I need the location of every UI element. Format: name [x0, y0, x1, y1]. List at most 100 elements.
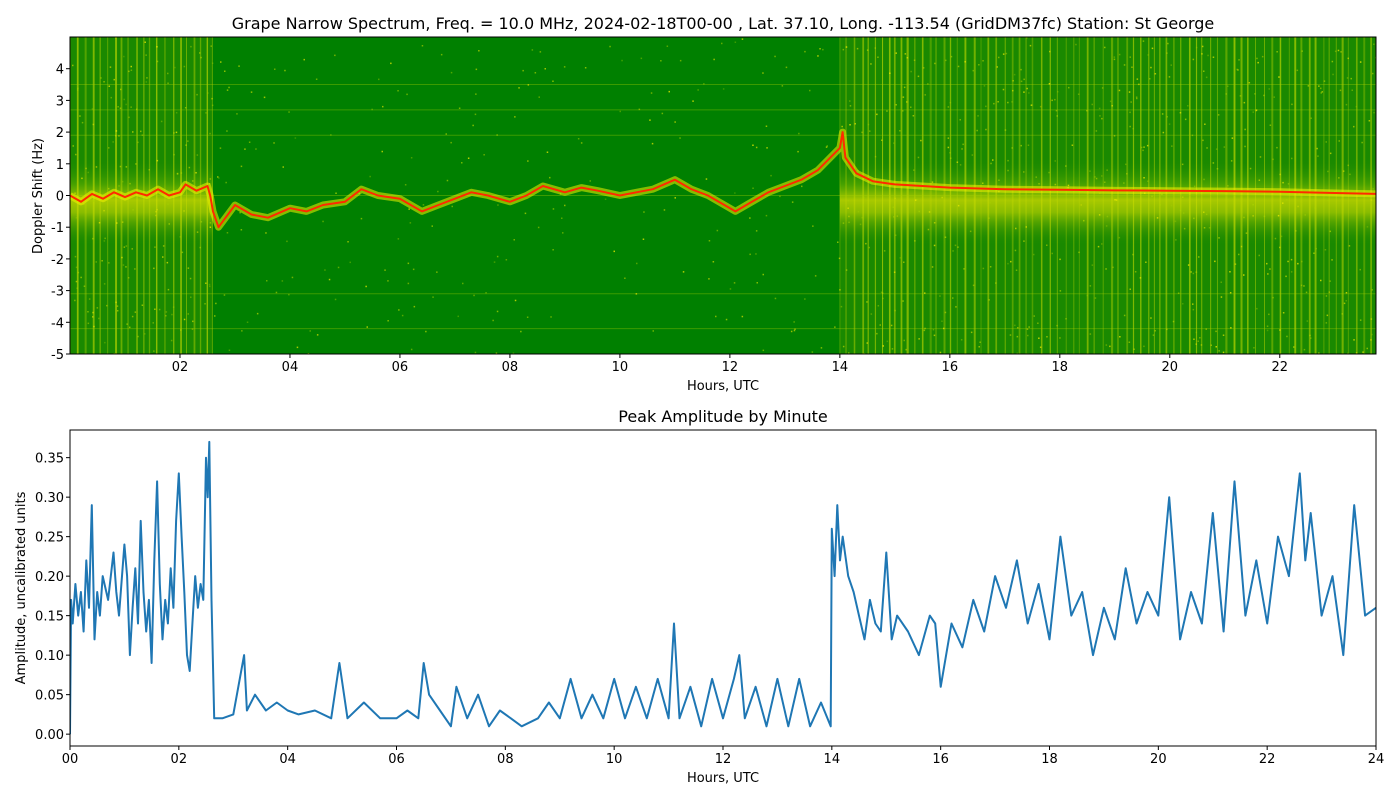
- speckle: [791, 201, 794, 203]
- speckle: [360, 217, 363, 220]
- speckle: [721, 42, 723, 45]
- speckle: [949, 101, 952, 104]
- speckle: [171, 313, 173, 316]
- speckle: [1171, 145, 1173, 147]
- speckle: [141, 134, 144, 136]
- speckle: [849, 105, 852, 107]
- speckle: [1054, 183, 1057, 186]
- speckle: [115, 134, 117, 137]
- speckle: [546, 151, 549, 153]
- speckle: [1355, 105, 1358, 108]
- speckle: [183, 318, 186, 321]
- speckle: [397, 90, 399, 92]
- speckle: [209, 226, 212, 228]
- speckle: [196, 231, 199, 233]
- speckle: [956, 161, 959, 163]
- speckle: [76, 287, 78, 289]
- speckle: [1253, 347, 1255, 349]
- speckle: [826, 145, 828, 147]
- speckle: [1097, 245, 1100, 248]
- speckle: [113, 78, 115, 81]
- speckle: [876, 332, 878, 335]
- speckle: [1295, 230, 1297, 232]
- speckle: [1129, 125, 1131, 128]
- speckle: [1182, 303, 1184, 305]
- speckle: [1301, 260, 1303, 263]
- speckle: [240, 229, 243, 231]
- speckle: [922, 67, 925, 69]
- speckle: [116, 310, 119, 312]
- speckle: [104, 237, 106, 240]
- speckle: [1368, 120, 1371, 122]
- speckle: [963, 268, 965, 270]
- speckle: [733, 282, 736, 284]
- speckle: [891, 348, 894, 350]
- speckle: [1282, 202, 1284, 204]
- speckle: [820, 347, 823, 349]
- speckle: [794, 328, 796, 330]
- speckle: [155, 214, 157, 217]
- speckle: [1156, 217, 1159, 219]
- speckle: [862, 196, 865, 199]
- speckle: [957, 204, 960, 207]
- speckle: [1033, 315, 1035, 317]
- speckle: [334, 298, 337, 301]
- speckle: [1276, 146, 1278, 149]
- speckle: [848, 221, 850, 224]
- speckle: [527, 160, 529, 162]
- speckle: [1217, 114, 1220, 116]
- speckle: [1123, 64, 1126, 66]
- speckle: [185, 144, 187, 146]
- speckle: [801, 185, 803, 188]
- speckle: [98, 222, 101, 224]
- speckle: [1101, 117, 1103, 120]
- speckle: [483, 154, 485, 156]
- speckle: [944, 236, 947, 238]
- speckle: [408, 208, 410, 210]
- speckle: [446, 179, 449, 182]
- speckle: [1297, 262, 1299, 265]
- speckle: [450, 71, 453, 74]
- speckle: [1252, 215, 1254, 217]
- speckle: [755, 230, 758, 232]
- speckle: [250, 91, 253, 93]
- speckle: [988, 217, 990, 219]
- speckle: [997, 101, 999, 103]
- speckle: [445, 133, 447, 135]
- speckle: [1123, 314, 1126, 317]
- speckle: [225, 181, 227, 184]
- speckle: [1190, 271, 1192, 273]
- speckle: [793, 329, 796, 332]
- speckle: [263, 96, 266, 99]
- speckle: [398, 309, 400, 311]
- speckle: [1203, 70, 1205, 72]
- speckle: [1279, 329, 1281, 331]
- speckle: [294, 137, 297, 139]
- speckle: [949, 157, 952, 159]
- speckle: [660, 60, 662, 62]
- speckle: [1240, 245, 1243, 248]
- speckle: [982, 182, 984, 184]
- speckle: [95, 166, 98, 168]
- speckle: [708, 278, 710, 280]
- speckle: [609, 45, 611, 48]
- speckle: [1089, 170, 1091, 172]
- speckle: [514, 299, 517, 302]
- speckle: [1139, 277, 1142, 279]
- speckle: [409, 222, 412, 224]
- speckle: [1057, 91, 1059, 93]
- speckle: [785, 66, 788, 69]
- speckle: [96, 307, 99, 309]
- speckle: [932, 328, 935, 331]
- speckle: [1276, 51, 1278, 53]
- speckle: [1193, 217, 1195, 220]
- speckle: [1309, 334, 1311, 337]
- spectrum-ylabel: Doppler Shift (Hz): [31, 138, 46, 254]
- speckle: [74, 192, 76, 194]
- speckle: [725, 318, 728, 321]
- speckle: [902, 96, 905, 98]
- speckle: [337, 266, 340, 269]
- speckle: [927, 83, 929, 85]
- spectrum-y-ticks: -5 -4 -3 -2 -1 0 1 2 3 4: [51, 63, 70, 363]
- speckle: [697, 89, 699, 91]
